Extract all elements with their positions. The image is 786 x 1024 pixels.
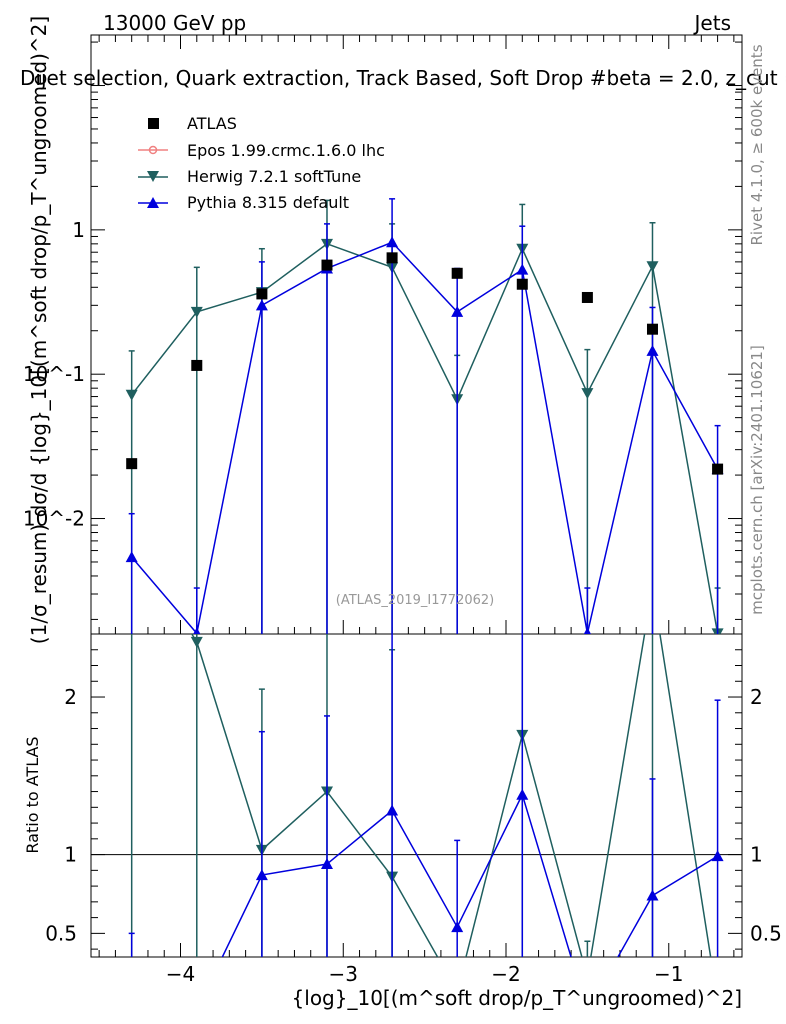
legend-herwig-marker [147,171,159,182]
x-axis-label: {log}_10[(m^soft drop/p_T^ungroomed)^2] [292,986,742,1010]
ratio-ytick-label-right-0.5: 0.5 [750,921,782,945]
pythia-ratio-point [451,921,464,933]
pythia-ratio-point [191,1004,203,1015]
xtick-label-minus2: −2 [491,962,520,986]
pythia-ratio-point [320,858,333,870]
ratio-panel-frame [90,633,743,958]
analysis-watermark: (ATLAS_2019_I1772062) [336,593,494,608]
pythia-main-point [451,305,464,317]
legend-atlas-marker [148,118,159,129]
herwig-main-point [190,306,203,318]
atlas-data-point [516,278,528,290]
atlas-data-point [321,259,333,271]
ratio-data-series [126,634,724,1015]
legend-epos-marker [148,145,158,155]
legend-pythia-label: Pythia 8.315 default [187,193,349,212]
main-ytick-label-0.1: 10^-1 [23,362,85,386]
pythia-main-point [125,551,138,563]
legend-pythia-marker [147,197,159,208]
atlas-data-point [256,288,268,300]
pythia-main-line [131,241,719,634]
xtick-label-minus3: −3 [329,962,358,986]
mcplots-label: mcplots.cern.ch [arXiv:2401.10621] [748,345,766,615]
ratio-ytick-label-2: 2 [64,685,77,709]
pythia-main-point [255,299,268,311]
pythia-main-point [386,236,399,248]
pythia-ratio-point [255,869,268,881]
legend-epos-label: Epos 1.99.crmc.1.6.0 lhc [187,141,385,160]
main-ytick-label-0.01: 10^-2 [23,507,85,531]
herwig-ratio-point [190,636,203,648]
pythia-main-point [646,344,659,356]
herwig-ratio-point [581,972,593,983]
rivet-version-label: Rivet 4.1.0, ≥ 600k events [748,44,766,245]
herwig-main-point [125,389,138,401]
main-ytick-label-1: 1 [72,218,85,242]
xtick-label-minus1: −1 [654,962,683,986]
legend-atlas-label: ATLAS [187,114,237,133]
pythia-main-point [583,627,591,634]
main-data-series [125,198,724,634]
ratio-ytick-label-right-2: 2 [750,685,763,709]
ratio-y-axis-label: Ratio to ATLAS [23,736,42,853]
pythia-ratio-line [221,792,718,957]
pythia-ratio-point [386,804,399,816]
header-energy-label: 13000 GeV pp [103,11,246,35]
atlas-data-point [712,463,724,475]
pythia-main-point [193,627,201,634]
main-y-axis-label: (1/σ_resum) dσ/d {log}_10[(m^soft drop/p… [27,16,51,644]
main-ytick-text-0.01: 10^-2 [23,507,85,531]
pythia-ratio-point [711,850,724,862]
atlas-data-point [581,291,593,303]
ratio-ytick-label-1: 1 [64,843,77,867]
legend: ATLAS Epos 1.99.crmc.1.6.0 lhc Herwig 7.… [138,114,385,212]
atlas-data-point [451,267,463,279]
header-jets-label: Jets [693,11,731,35]
ratio-axis-ticks [91,633,742,950]
herwig-main-point [646,261,659,273]
main-ytick-text-0.1: 10^-1 [23,362,85,386]
plot-title: Dijet selection, Quark extraction, Track… [20,66,786,90]
atlas-data-point [386,252,398,264]
herwig-ratio-line [190,634,712,957]
pythia-ratio-point [126,971,138,982]
atlas-data-point [126,458,138,470]
herwig-main-point [581,388,594,400]
legend-herwig-label: Herwig 7.2.1 softTune [187,167,361,186]
pythia-ratio-point [646,889,659,901]
pythia-ratio-point [516,788,529,800]
ratio-ytick-label-0.5: 0.5 [45,921,77,945]
xtick-label-minus4: −4 [166,962,195,986]
main-axis-ticks [91,41,742,620]
atlas-data-point [191,359,203,371]
ratio-ytick-label-right-1: 1 [750,843,763,867]
herwig-main-line [131,243,719,634]
atlas-data-point [646,323,658,335]
pythia-main-point [516,263,529,275]
